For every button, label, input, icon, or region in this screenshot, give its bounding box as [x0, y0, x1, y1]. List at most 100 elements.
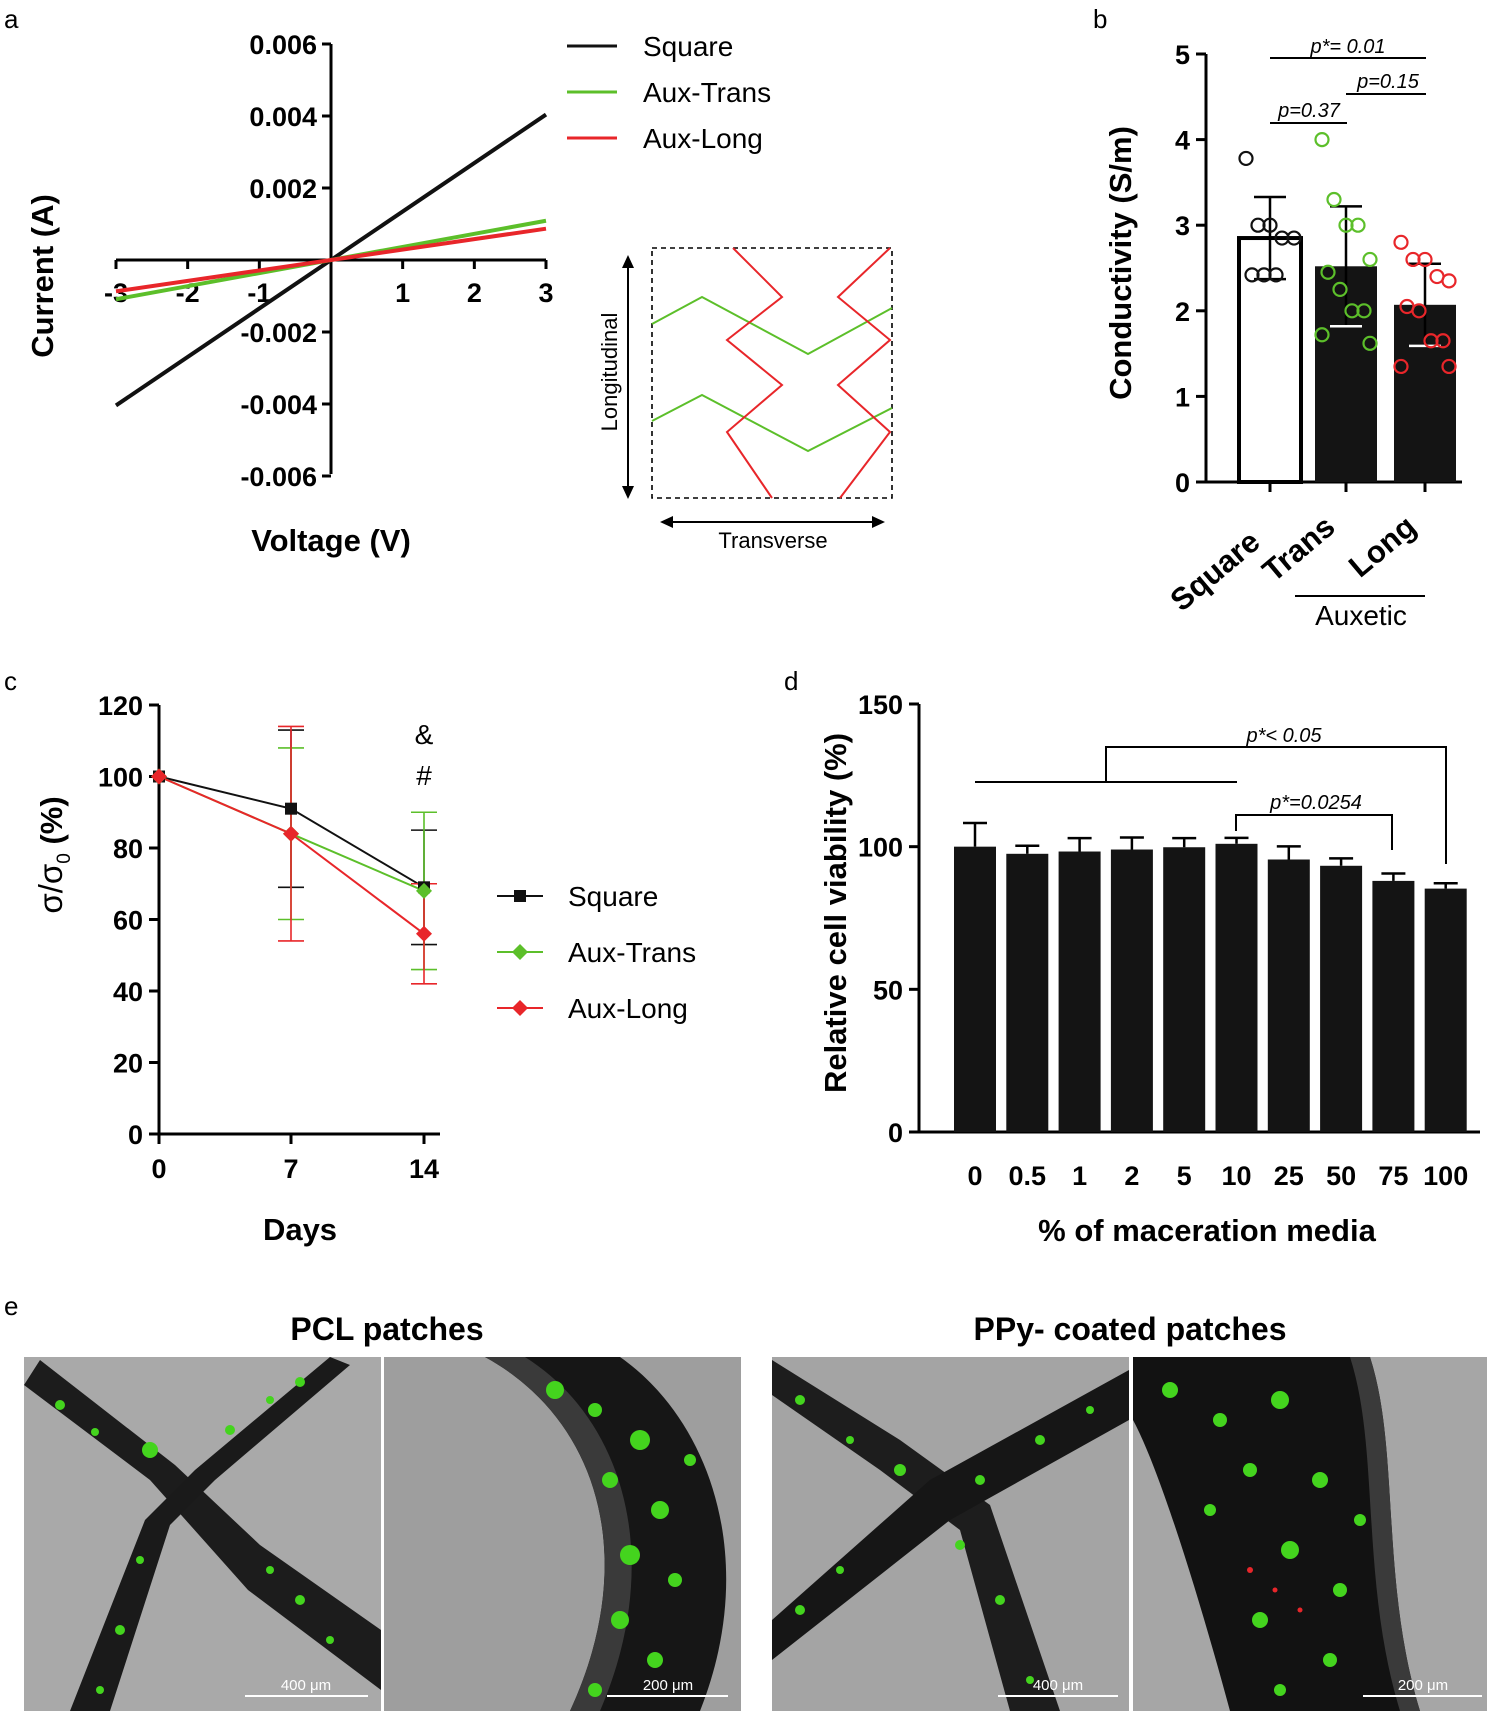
- c-annotation-hash: #: [416, 760, 432, 791]
- b-category-label: Long: [1342, 509, 1423, 585]
- d-bar-2: [1006, 853, 1049, 1132]
- panel-d-ylabel: Relative cell viability (%): [818, 733, 853, 1093]
- b-bar-1: [1237, 236, 1303, 484]
- b-data-point: [1441, 358, 1457, 375]
- scale-label-3: 400 μm: [1033, 1677, 1083, 1694]
- d-bar-4: [1110, 849, 1153, 1132]
- d-bar-7: [1267, 859, 1310, 1132]
- c-x-tick-label: 7: [283, 1154, 298, 1184]
- d-bar-8: [1320, 865, 1363, 1132]
- b-data-point: [1314, 132, 1330, 148]
- c-marker-diamond: [151, 768, 167, 785]
- d-bar-9: [1372, 880, 1415, 1132]
- panel-letter-a: a: [4, 4, 19, 34]
- b-data-point: [1238, 150, 1254, 167]
- micrograph-ppy-low-mag: [772, 1357, 1129, 1711]
- b-category-label: Square: [1163, 524, 1266, 618]
- a-x-tick-label: 2: [467, 278, 482, 308]
- d-category-label: 2: [1124, 1161, 1139, 1191]
- d-category-label: 75: [1378, 1161, 1408, 1191]
- micrograph-pcl-high-mag: [384, 1357, 741, 1711]
- panel-c-legend: Square Aux-Trans Aux-Long: [497, 881, 696, 1024]
- inset-transverse-zigzags: [651, 295, 893, 453]
- panel-b-bars: [1237, 195, 1456, 484]
- d-bar-1: [954, 846, 996, 1132]
- a-series-line-3: [115, 226, 547, 294]
- b-data-point: [1268, 267, 1284, 283]
- d-y-tick-label: 150: [858, 690, 903, 720]
- c-legend-label-1: Square: [568, 881, 658, 912]
- c-y-tick-label: 40: [113, 977, 143, 1007]
- panel-letter-e: e: [4, 1291, 18, 1321]
- c-annotation-amp: &: [415, 719, 434, 750]
- b-data-point: [1411, 303, 1427, 319]
- panel-a-legend: Square Aux-Trans Aux-Long: [567, 31, 771, 154]
- a-legend-label-1: Square: [643, 31, 733, 62]
- c-marker-square: [285, 802, 297, 815]
- b-data-point: [1441, 273, 1457, 289]
- c-y-tick-label: 0: [128, 1120, 143, 1150]
- a-legend-label-2: Aux-Trans: [643, 77, 771, 108]
- d-category-label: 0: [967, 1161, 982, 1191]
- b-data-point: [1286, 230, 1302, 246]
- panel-d-xlabel: % of maceration media: [1038, 1213, 1376, 1248]
- d-bar-10: [1424, 888, 1467, 1132]
- micrograph-pcl-low-mag: [24, 1357, 381, 1711]
- panel-e-right-title: PPy- coated patches: [974, 1311, 1287, 1347]
- b-y-tick-label: 2: [1175, 297, 1190, 327]
- b-data-point: [1320, 264, 1336, 280]
- longitudinal-arrow-head-down: [622, 486, 634, 499]
- a-x-tick-label: 1: [395, 278, 410, 308]
- panel-a-ylabel: Current (A): [25, 194, 60, 358]
- a-y-tick-label: -0.006: [240, 462, 317, 492]
- d-pval-group: p*< 0.05: [1245, 725, 1322, 747]
- b-pval-square-long: p*= 0.01: [1309, 36, 1385, 58]
- b-data-point: [1362, 251, 1378, 268]
- inset-transverse-label: Transverse: [718, 528, 827, 553]
- d-bar-3: [1058, 851, 1101, 1132]
- a-y-tick-label: -0.002: [240, 318, 317, 348]
- panel-e-micrographs: PCL patches PPy- coated patches: [24, 1311, 1487, 1711]
- c-marker-diamond: [416, 925, 432, 942]
- d-bar-6: [1215, 843, 1258, 1132]
- b-data-point: [1393, 234, 1409, 250]
- c-y-tick-label: 20: [113, 1049, 143, 1079]
- panel-c-tick-labels: 0 20 40 60 80 100 120 0 7 14: [98, 691, 439, 1184]
- micrograph-ppy-high-mag: [1133, 1357, 1487, 1711]
- d-bracket-group-to-100: [1105, 746, 1447, 864]
- panel-a-xlabel: Voltage (V): [251, 523, 411, 558]
- d-y-tick-label: 100: [858, 833, 903, 863]
- d-pval-10-75: p*=0.0254: [1269, 792, 1362, 814]
- panel-letter-b: b: [1093, 4, 1107, 34]
- b-category-label: Trans: [1256, 509, 1342, 589]
- scale-label-2: 200 μm: [643, 1677, 693, 1694]
- panel-letter-d: d: [784, 666, 798, 696]
- b-data-point: [1417, 251, 1433, 268]
- b-data-point: [1435, 333, 1451, 349]
- b-y-tick-label: 1: [1175, 382, 1190, 412]
- panel-a-series-lines: [114, 112, 548, 408]
- b-data-point: [1362, 335, 1378, 351]
- panel-b-significance: p*= 0.01 p=0.15 p=0.37: [1270, 36, 1426, 124]
- panel-c-series: [151, 725, 437, 985]
- panel-b-points: [1238, 132, 1457, 375]
- c-ylabel-unit: (%): [34, 796, 69, 853]
- c-y-tick-label: 120: [98, 691, 143, 721]
- a-y-tick-label: 0.002: [249, 174, 317, 204]
- a-x-tick-label: -3: [104, 278, 128, 308]
- panel-c-xlabel: Days: [263, 1212, 337, 1247]
- panel-e-left-title: PCL patches: [290, 1311, 483, 1347]
- c-y-tick-label: 60: [113, 906, 143, 936]
- panel-c-ylabel: σ/σ0 (%): [32, 796, 75, 913]
- a-y-tick-label: 0.006: [249, 30, 317, 60]
- b-y-tick-label: 5: [1175, 40, 1190, 70]
- panel-d-significance: [975, 746, 1447, 864]
- inset-dashed-box: [651, 247, 893, 499]
- c-x-tick-label: 0: [151, 1154, 166, 1184]
- c-legend-marker-2: [512, 944, 528, 960]
- longitudinal-arrow-head-up: [622, 255, 634, 268]
- transverse-arrow-head-left: [660, 516, 673, 528]
